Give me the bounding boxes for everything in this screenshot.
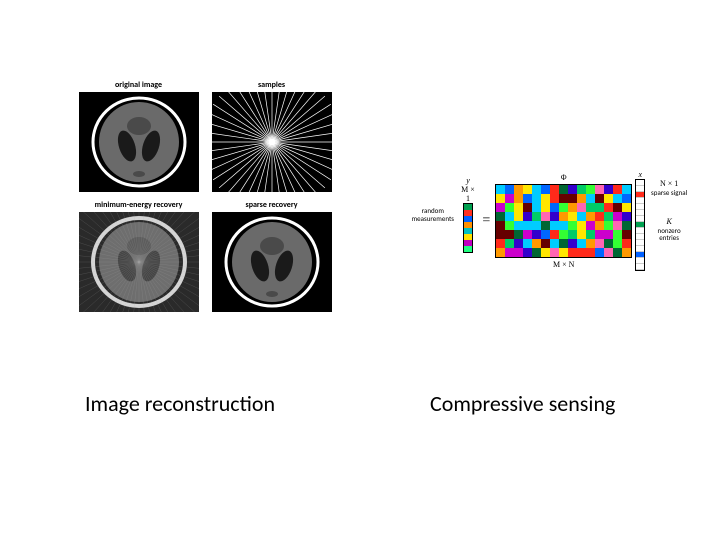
y-dim: M × 1: [459, 185, 478, 203]
phantom-grid: original image samples: [75, 80, 335, 312]
y-symbol: y: [466, 176, 470, 185]
x-symbol: x: [638, 170, 642, 179]
caption-compressive-sensing: Compressive sensing: [430, 390, 615, 417]
x-side-label: sparse signal: [648, 189, 690, 197]
panel-title: samples: [258, 80, 285, 90]
original-image: [79, 92, 199, 192]
k-desc: nonzero entries: [648, 227, 690, 242]
panel-min-energy: minimum-energy recovery: [75, 200, 202, 312]
phi-matrix: [495, 184, 632, 258]
x-block: x N × 1 sparse signal K nonzero entries: [635, 170, 690, 271]
samples-image: [212, 92, 332, 192]
panel-title: sparse recovery: [246, 200, 298, 210]
panel-title: minimum-energy recovery: [95, 200, 183, 210]
x-vector: [635, 179, 645, 271]
phi-symbol: Φ: [561, 173, 567, 182]
sparse-image: [212, 212, 332, 312]
phi-dim: M × N: [553, 260, 574, 269]
y-block: random measurements y M × 1: [410, 176, 477, 253]
equals-sign: =: [480, 213, 492, 229]
panel-title: original image: [115, 80, 162, 90]
panel-original: original image: [75, 80, 202, 192]
phi-block: Φ M × N: [495, 173, 632, 269]
y-side-label: random measurements: [410, 207, 456, 222]
compressive-sensing-diagram: random measurements y M × 1 = Φ M × N x …: [410, 170, 690, 271]
panel-sparse: sparse recovery: [208, 200, 335, 312]
k-symbol: K: [648, 217, 690, 226]
x-dim: N × 1: [648, 179, 690, 188]
image-reconstruction-panel: original image samples: [75, 80, 335, 312]
panel-samples: samples: [208, 80, 335, 192]
min-energy-image: [79, 212, 199, 312]
caption-image-reconstruction: Image reconstruction: [85, 390, 275, 417]
y-vector: [463, 203, 473, 253]
